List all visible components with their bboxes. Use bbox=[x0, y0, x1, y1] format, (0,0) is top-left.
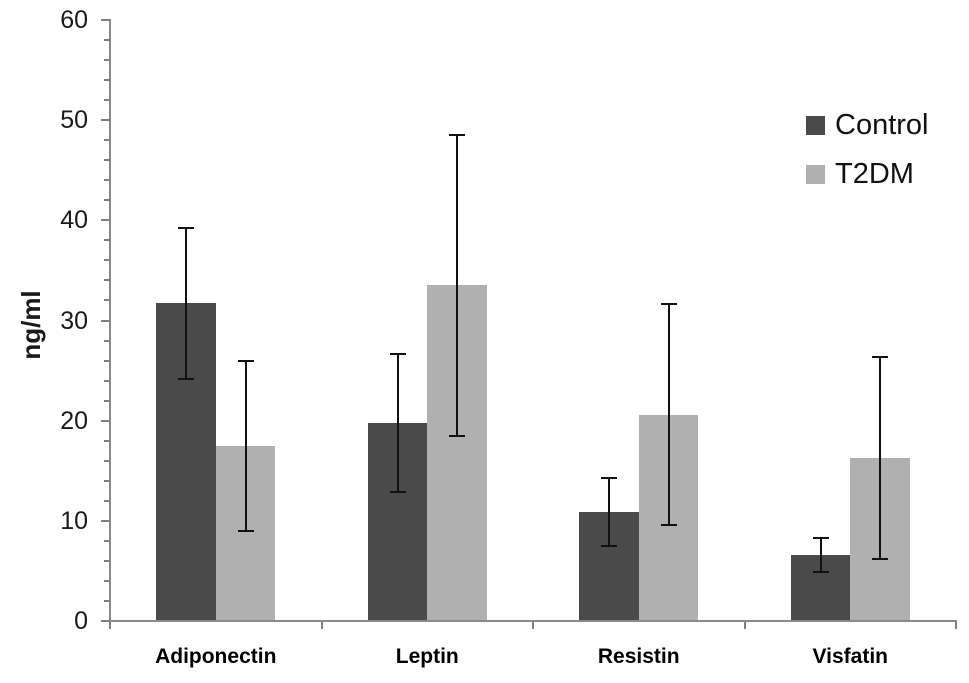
legend-item-t2dm: T2DM bbox=[806, 157, 929, 191]
y-major-tick-0 bbox=[101, 620, 110, 622]
y-major-tick-40 bbox=[101, 219, 110, 222]
x-category-label-leptin: Leptin bbox=[395, 645, 459, 668]
y-tick-label-30: 30 bbox=[60, 306, 88, 335]
y-minor-tick-2 bbox=[104, 599, 110, 602]
error-bar-control-visfatin-cap-top bbox=[812, 536, 829, 539]
y-minor-tick-6 bbox=[104, 559, 110, 562]
y-axis-title: ng/ml bbox=[16, 290, 46, 360]
x-category-label-resistin: Resistin bbox=[597, 645, 680, 668]
y-tick-label-0: 0 bbox=[74, 607, 88, 635]
y-tick-label-40: 40 bbox=[60, 206, 88, 235]
y-minor-tick-44 bbox=[104, 179, 110, 182]
x-tick-0 bbox=[109, 622, 111, 629]
error-bar-t2dm-adiponectin-cap-top bbox=[237, 359, 254, 362]
y-major-tick-30 bbox=[101, 319, 110, 322]
legend-label-control: Control bbox=[835, 109, 929, 141]
x-category-label-visfatin: Visfatin bbox=[812, 645, 888, 668]
y-major-tick-10 bbox=[101, 519, 110, 522]
error-bar-control-resistin-cap-top bbox=[601, 476, 617, 479]
x-axis-line bbox=[108, 620, 957, 622]
legend-label-t2dm: T2DM bbox=[835, 158, 914, 190]
y-minor-tick-26 bbox=[104, 359, 110, 362]
y-minor-tick-54 bbox=[104, 79, 110, 82]
x-tick-1 bbox=[320, 622, 323, 629]
error-bar-control-visfatin-line bbox=[819, 537, 822, 572]
y-minor-tick-22 bbox=[104, 399, 110, 402]
y-minor-tick-52 bbox=[104, 99, 110, 102]
error-bar-control-leptin-cap-bottom bbox=[389, 490, 406, 493]
error-bar-t2dm-adiponectin-line bbox=[244, 360, 247, 531]
legend-swatch-control bbox=[806, 115, 825, 135]
y-minor-tick-58 bbox=[104, 39, 110, 42]
error-bar-control-leptin-line bbox=[396, 353, 399, 492]
y-minor-tick-38 bbox=[104, 239, 110, 242]
y-minor-tick-56 bbox=[104, 59, 110, 62]
y-minor-tick-12 bbox=[104, 499, 110, 502]
legend-item-control: Control bbox=[806, 108, 929, 142]
y-tick-label-20: 20 bbox=[60, 406, 88, 435]
error-bar-control-leptin-cap-top bbox=[389, 352, 406, 355]
error-bar-t2dm-visfatin-cap-top bbox=[872, 355, 888, 358]
error-bar-t2dm-resistin-cap-bottom bbox=[660, 523, 677, 526]
error-bar-control-visfatin-cap-bottom bbox=[812, 570, 829, 573]
error-bar-t2dm-leptin-cap-top bbox=[449, 134, 465, 137]
y-minor-tick-24 bbox=[104, 379, 110, 382]
y-major-tick-50 bbox=[101, 119, 110, 122]
error-bar-control-adiponectin-line bbox=[185, 228, 187, 379]
y-axis-line bbox=[109, 19, 111, 623]
y-tick-label-10: 10 bbox=[60, 506, 88, 535]
legend: Control T2DM bbox=[806, 108, 929, 191]
x-tick-2 bbox=[532, 622, 534, 629]
y-minor-tick-36 bbox=[104, 259, 110, 262]
error-bar-t2dm-adiponectin-cap-bottom bbox=[237, 529, 254, 532]
y-minor-tick-4 bbox=[104, 579, 110, 582]
error-bar-t2dm-visfatin-cap-bottom bbox=[872, 557, 888, 560]
y-minor-tick-14 bbox=[104, 479, 110, 482]
error-bar-t2dm-visfatin-line bbox=[879, 356, 881, 559]
error-bar-control-adiponectin-cap-bottom bbox=[178, 377, 194, 380]
y-minor-tick-42 bbox=[104, 199, 110, 202]
x-tick-4 bbox=[955, 622, 957, 629]
y-minor-tick-18 bbox=[104, 439, 110, 442]
y-major-tick-60 bbox=[101, 19, 110, 21]
y-minor-tick-32 bbox=[104, 299, 110, 302]
y-minor-tick-34 bbox=[104, 279, 110, 282]
error-bar-control-resistin-line bbox=[608, 477, 610, 546]
legend-swatch-t2dm bbox=[806, 164, 825, 184]
error-bar-t2dm-leptin-cap-bottom bbox=[449, 434, 465, 437]
y-minor-tick-8 bbox=[104, 539, 110, 542]
y-minor-tick-16 bbox=[104, 459, 110, 462]
y-tick-label-50: 50 bbox=[60, 106, 88, 135]
y-minor-tick-46 bbox=[104, 159, 110, 162]
y-minor-tick-48 bbox=[104, 139, 110, 142]
x-tick-3 bbox=[743, 622, 746, 629]
error-bar-t2dm-leptin-line bbox=[456, 135, 458, 436]
y-minor-tick-28 bbox=[104, 339, 110, 342]
error-bar-t2dm-resistin-line bbox=[667, 304, 670, 525]
error-bar-t2dm-resistin-cap-top bbox=[660, 303, 677, 306]
error-bar-control-adiponectin-cap-top bbox=[178, 227, 194, 230]
y-major-tick-20 bbox=[101, 419, 110, 422]
x-category-label-adiponectin: Adiponectin bbox=[155, 645, 277, 668]
error-bar-control-resistin-cap-bottom bbox=[601, 544, 617, 547]
y-tick-label-60: 60 bbox=[60, 6, 88, 34]
